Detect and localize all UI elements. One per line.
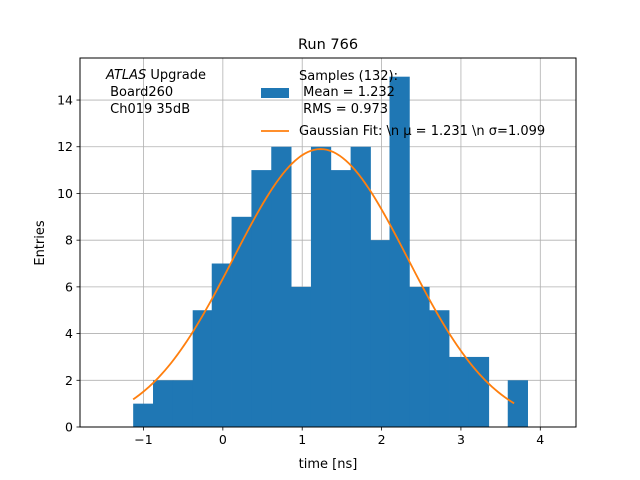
gaussian-fit-curve	[132, 148, 515, 405]
histogram-bar	[231, 216, 252, 427]
x-axis-ticks: −1 0 1 2 3 4	[134, 427, 544, 447]
legend-samples-line2: Mean = 1.232	[299, 85, 395, 100]
histogram-bar	[291, 286, 312, 427]
legend-samples-line3: RMS = 0.973	[299, 102, 388, 117]
svg-text:ATLAS Upgrade: ATLAS Upgrade	[105, 68, 206, 83]
histogram-bar	[409, 286, 430, 427]
histogram-bar	[133, 403, 154, 427]
legend-samples-line1: Samples (132):	[299, 69, 398, 84]
x-tick-label: 4	[536, 432, 544, 447]
histogram-bar	[389, 76, 410, 428]
x-tick-label: 1	[298, 432, 306, 447]
y-axis-label: Entries	[33, 220, 48, 266]
y-tick-label: 8	[65, 233, 73, 248]
chart-title: Run 766	[298, 37, 358, 53]
histogram-bar	[251, 170, 272, 428]
gaussian-fit	[132, 148, 515, 405]
histogram-bar	[350, 146, 371, 428]
x-axis-label: time [ns]	[299, 457, 358, 472]
histogram-bars	[133, 76, 528, 428]
annotation-upgrade: Upgrade	[146, 68, 206, 83]
annotation-channel: Ch019 35dB	[106, 102, 190, 117]
histogram-bar	[370, 240, 390, 427]
y-tick-label: 4	[65, 326, 73, 341]
histogram-bar	[192, 310, 213, 427]
plot-frame	[79, 57, 577, 428]
y-axis-ticks: 0 2 4 6 8 10 12 14	[57, 93, 80, 435]
histogram-bar	[211, 263, 232, 427]
y-tick-label: 14	[57, 93, 73, 108]
histogram-bar	[330, 170, 352, 428]
y-tick-label: 10	[57, 186, 73, 201]
y-tick-label: 2	[65, 373, 73, 388]
histogram-bar	[172, 380, 194, 427]
y-tick-label: 6	[65, 279, 73, 294]
annotation-board: Board260	[106, 85, 173, 100]
histogram-bar	[271, 146, 292, 428]
legend-swatch-samples	[261, 88, 289, 98]
histogram-bar	[153, 380, 174, 427]
histogram-bar	[310, 146, 332, 428]
histogram-bar	[429, 310, 450, 427]
histogram-bar	[449, 356, 470, 427]
legend: Samples (132): Mean = 1.232 RMS = 0.973 …	[261, 69, 545, 139]
histogram-bar	[468, 356, 490, 427]
y-tick-label: 0	[65, 420, 73, 435]
x-tick-label: 2	[378, 432, 386, 447]
x-tick-label: 3	[457, 432, 465, 447]
legend-fit-label: Gaussian Fit: \n μ = 1.231 \n σ=1.099	[299, 124, 545, 139]
x-tick-label: −1	[134, 432, 152, 447]
annotation-box: ATLAS Upgrade Board260 Ch019 35dB	[105, 68, 206, 117]
y-tick-label: 12	[57, 139, 73, 154]
annotation-atlas: ATLAS	[105, 68, 146, 83]
x-tick-label: 0	[219, 432, 227, 447]
histogram-bar	[507, 380, 528, 427]
